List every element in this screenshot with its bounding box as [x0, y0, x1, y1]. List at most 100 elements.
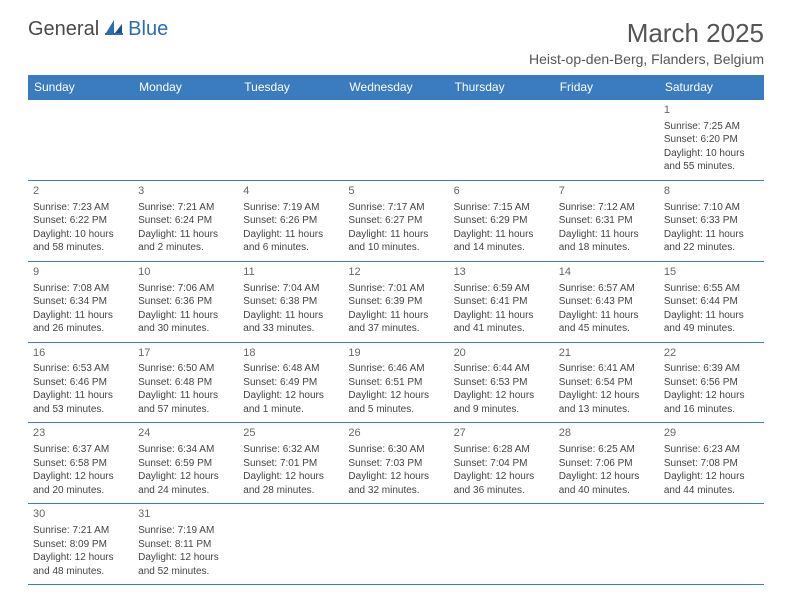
day-number: 25	[243, 426, 338, 441]
day-number: 24	[138, 426, 233, 441]
calendar-cell: 4Sunrise: 7:19 AMSunset: 6:26 PMDaylight…	[238, 180, 343, 261]
calendar-cell: 26Sunrise: 6:30 AMSunset: 7:03 PMDayligh…	[343, 423, 448, 504]
sunset-text: Sunset: 6:58 PM	[33, 457, 128, 471]
calendar-cell: 30Sunrise: 7:21 AMSunset: 8:09 PMDayligh…	[28, 504, 133, 585]
day2-text: and 5 minutes.	[348, 403, 443, 417]
sunrise-text: Sunrise: 6:50 AM	[138, 362, 233, 376]
day-header: Sunday	[28, 75, 133, 100]
sunrise-text: Sunrise: 7:19 AM	[138, 524, 233, 538]
day-number: 4	[243, 184, 338, 199]
calendar-head: SundayMondayTuesdayWednesdayThursdayFrid…	[28, 75, 764, 100]
sunrise-text: Sunrise: 7:12 AM	[559, 201, 654, 215]
day2-text: and 14 minutes.	[454, 241, 549, 255]
day-number: 10	[138, 265, 233, 280]
sunrise-text: Sunrise: 6:59 AM	[454, 282, 549, 296]
sunrise-text: Sunrise: 7:06 AM	[138, 282, 233, 296]
sunrise-text: Sunrise: 7:23 AM	[33, 201, 128, 215]
day2-text: and 16 minutes.	[664, 403, 759, 417]
sunrise-text: Sunrise: 7:17 AM	[348, 201, 443, 215]
calendar-cell: 28Sunrise: 6:25 AMSunset: 7:06 PMDayligh…	[554, 423, 659, 504]
calendar-cell: 15Sunrise: 6:55 AMSunset: 6:44 PMDayligh…	[659, 261, 764, 342]
calendar-cell: 16Sunrise: 6:53 AMSunset: 6:46 PMDayligh…	[28, 342, 133, 423]
day1-text: Daylight: 11 hours	[454, 309, 549, 323]
day1-text: Daylight: 11 hours	[664, 309, 759, 323]
day-number: 20	[454, 346, 549, 361]
day1-text: Daylight: 11 hours	[348, 309, 443, 323]
sunrise-text: Sunrise: 6:48 AM	[243, 362, 338, 376]
day-number: 6	[454, 184, 549, 199]
day2-text: and 37 minutes.	[348, 322, 443, 336]
sunrise-text: Sunrise: 6:46 AM	[348, 362, 443, 376]
calendar-week-row: 16Sunrise: 6:53 AMSunset: 6:46 PMDayligh…	[28, 342, 764, 423]
day-header: Wednesday	[343, 75, 448, 100]
calendar-week-row: 30Sunrise: 7:21 AMSunset: 8:09 PMDayligh…	[28, 504, 764, 585]
sunrise-text: Sunrise: 6:25 AM	[559, 443, 654, 457]
day1-text: Daylight: 11 hours	[664, 228, 759, 242]
page-header: General Blue March 2025 Heist-op-den-Ber…	[28, 18, 764, 67]
sunrise-text: Sunrise: 6:30 AM	[348, 443, 443, 457]
day-number: 19	[348, 346, 443, 361]
sunrise-text: Sunrise: 7:19 AM	[243, 201, 338, 215]
calendar-week-row: 9Sunrise: 7:08 AMSunset: 6:34 PMDaylight…	[28, 261, 764, 342]
sunrise-text: Sunrise: 7:15 AM	[454, 201, 549, 215]
day-number: 30	[33, 507, 128, 522]
sunset-text: Sunset: 8:11 PM	[138, 538, 233, 552]
day-number: 28	[559, 426, 654, 441]
day1-text: Daylight: 11 hours	[138, 228, 233, 242]
calendar-cell: 8Sunrise: 7:10 AMSunset: 6:33 PMDaylight…	[659, 180, 764, 261]
day1-text: Daylight: 12 hours	[559, 389, 654, 403]
day-number: 17	[138, 346, 233, 361]
sunset-text: Sunset: 7:03 PM	[348, 457, 443, 471]
day1-text: Daylight: 11 hours	[559, 228, 654, 242]
calendar-cell: 17Sunrise: 6:50 AMSunset: 6:48 PMDayligh…	[133, 342, 238, 423]
calendar-cell: 14Sunrise: 6:57 AMSunset: 6:43 PMDayligh…	[554, 261, 659, 342]
calendar-cell: 31Sunrise: 7:19 AMSunset: 8:11 PMDayligh…	[133, 504, 238, 585]
calendar-cell: 19Sunrise: 6:46 AMSunset: 6:51 PMDayligh…	[343, 342, 448, 423]
day2-text: and 48 minutes.	[33, 565, 128, 579]
calendar-week-row: 2Sunrise: 7:23 AMSunset: 6:22 PMDaylight…	[28, 180, 764, 261]
day2-text: and 24 minutes.	[138, 484, 233, 498]
calendar-cell: 21Sunrise: 6:41 AMSunset: 6:54 PMDayligh…	[554, 342, 659, 423]
sunset-text: Sunset: 6:34 PM	[33, 295, 128, 309]
day2-text: and 13 minutes.	[559, 403, 654, 417]
calendar-week-row: 1Sunrise: 7:25 AMSunset: 6:20 PMDaylight…	[28, 100, 764, 181]
calendar-cell: 27Sunrise: 6:28 AMSunset: 7:04 PMDayligh…	[449, 423, 554, 504]
calendar-cell: 20Sunrise: 6:44 AMSunset: 6:53 PMDayligh…	[449, 342, 554, 423]
calendar-body: 1Sunrise: 7:25 AMSunset: 6:20 PMDaylight…	[28, 100, 764, 585]
sunset-text: Sunset: 7:04 PM	[454, 457, 549, 471]
day2-text: and 9 minutes.	[454, 403, 549, 417]
sunset-text: Sunset: 6:59 PM	[138, 457, 233, 471]
calendar-cell: 18Sunrise: 6:48 AMSunset: 6:49 PMDayligh…	[238, 342, 343, 423]
sunrise-text: Sunrise: 7:10 AM	[664, 201, 759, 215]
calendar-cell	[554, 100, 659, 181]
day2-text: and 45 minutes.	[559, 322, 654, 336]
sunrise-text: Sunrise: 7:21 AM	[138, 201, 233, 215]
sunrise-text: Sunrise: 6:34 AM	[138, 443, 233, 457]
day1-text: Daylight: 11 hours	[33, 309, 128, 323]
day2-text: and 20 minutes.	[33, 484, 128, 498]
day2-text: and 10 minutes.	[348, 241, 443, 255]
day1-text: Daylight: 12 hours	[348, 389, 443, 403]
calendar-cell	[28, 100, 133, 181]
day-number: 15	[664, 265, 759, 280]
day1-text: Daylight: 12 hours	[33, 470, 128, 484]
day-number: 23	[33, 426, 128, 441]
day2-text: and 28 minutes.	[243, 484, 338, 498]
day-header-row: SundayMondayTuesdayWednesdayThursdayFrid…	[28, 75, 764, 100]
day-header: Tuesday	[238, 75, 343, 100]
day2-text: and 53 minutes.	[33, 403, 128, 417]
day2-text: and 40 minutes.	[559, 484, 654, 498]
day-number: 31	[138, 507, 233, 522]
day1-text: Daylight: 11 hours	[243, 228, 338, 242]
sunrise-text: Sunrise: 7:21 AM	[33, 524, 128, 538]
brand-part1: General	[28, 18, 99, 41]
sunset-text: Sunset: 6:44 PM	[664, 295, 759, 309]
sunset-text: Sunset: 6:51 PM	[348, 376, 443, 390]
sunset-text: Sunset: 6:54 PM	[559, 376, 654, 390]
day2-text: and 2 minutes.	[138, 241, 233, 255]
day1-text: Daylight: 12 hours	[348, 470, 443, 484]
sunset-text: Sunset: 6:48 PM	[138, 376, 233, 390]
sunset-text: Sunset: 6:39 PM	[348, 295, 443, 309]
sunrise-text: Sunrise: 6:57 AM	[559, 282, 654, 296]
sunset-text: Sunset: 6:43 PM	[559, 295, 654, 309]
